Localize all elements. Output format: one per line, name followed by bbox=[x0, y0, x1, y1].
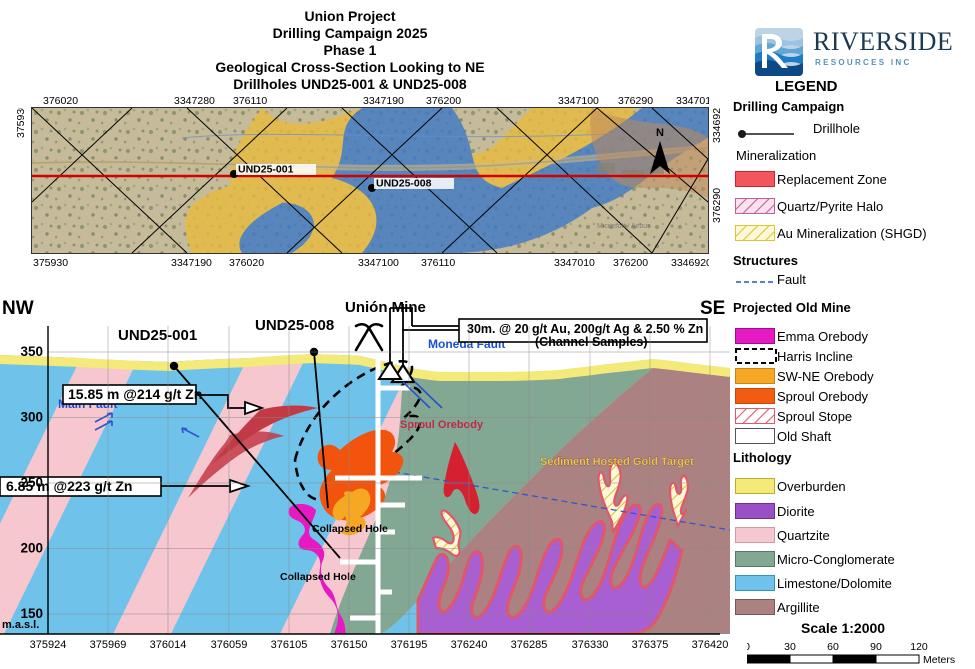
svg-text:15.85 m @214 g/t Zn: 15.85 m @214 g/t Zn bbox=[68, 386, 202, 402]
svg-text:376375: 376375 bbox=[632, 639, 669, 651]
svg-text:3346920: 3346920 bbox=[711, 108, 723, 143]
svg-text:376290: 376290 bbox=[618, 95, 653, 107]
svg-text:Sproul Orebody: Sproul Orebody bbox=[400, 419, 484, 431]
svg-text:376290: 376290 bbox=[711, 188, 723, 223]
svg-text:Collapsed Hole: Collapsed Hole bbox=[280, 571, 356, 583]
svg-text:376420: 376420 bbox=[692, 639, 729, 651]
svg-text:3347100: 3347100 bbox=[358, 257, 399, 269]
svg-text:376330: 376330 bbox=[572, 639, 609, 651]
svg-text:(Channel Samples): (Channel Samples) bbox=[535, 335, 648, 349]
svg-text:200: 200 bbox=[20, 541, 43, 556]
svg-text:SE: SE bbox=[700, 300, 725, 319]
svg-text:376020: 376020 bbox=[229, 257, 264, 269]
svg-text:3347010: 3347010 bbox=[676, 95, 709, 107]
svg-text:376105: 376105 bbox=[271, 639, 308, 651]
svg-text:30: 30 bbox=[784, 641, 796, 653]
svg-text:376200: 376200 bbox=[613, 257, 648, 269]
svg-text:Collapsed Hole: Collapsed Hole bbox=[312, 523, 388, 535]
svg-text:3346920: 3346920 bbox=[671, 257, 709, 269]
svg-text:350: 350 bbox=[20, 344, 43, 359]
svg-text:0: 0 bbox=[747, 641, 750, 653]
svg-text:376014: 376014 bbox=[150, 639, 187, 651]
svg-text:N: N bbox=[656, 127, 664, 139]
svg-text:NW: NW bbox=[2, 300, 34, 319]
svg-text:3347010: 3347010 bbox=[554, 257, 595, 269]
svg-text:UND25-001: UND25-001 bbox=[238, 164, 294, 176]
svg-text:300: 300 bbox=[20, 410, 43, 425]
svg-text:3347100: 3347100 bbox=[558, 95, 599, 107]
svg-text:375969: 375969 bbox=[90, 639, 127, 651]
svg-text:376020: 376020 bbox=[43, 95, 78, 107]
svg-text:376200: 376200 bbox=[426, 95, 461, 107]
svg-text:30m. @ 20 g/t Au, 200g/t Ag &: 30m. @ 20 g/t Au, 200g/t Ag & 2.50 % Zn bbox=[467, 322, 703, 336]
svg-text:376285: 376285 bbox=[511, 639, 548, 651]
svg-text:UND25-001: UND25-001 bbox=[118, 327, 197, 344]
svg-text:3347280: 3347280 bbox=[174, 95, 215, 107]
svg-text:376240: 376240 bbox=[451, 639, 488, 651]
svg-text:UND25-008: UND25-008 bbox=[255, 317, 334, 334]
svg-text:90: 90 bbox=[870, 641, 882, 653]
svg-text:120: 120 bbox=[910, 641, 928, 653]
svg-text:60: 60 bbox=[827, 641, 839, 653]
svg-text:375930: 375930 bbox=[15, 108, 27, 138]
svg-text:376195: 376195 bbox=[391, 639, 428, 651]
svg-text:3347190: 3347190 bbox=[171, 257, 212, 269]
svg-text:m.a.s.l.: m.a.s.l. bbox=[2, 619, 39, 631]
svg-text:376059: 376059 bbox=[211, 639, 248, 651]
svg-text:250: 250 bbox=[20, 475, 43, 490]
svg-text:3347190: 3347190 bbox=[363, 95, 404, 107]
svg-text:376110: 376110 bbox=[233, 95, 267, 107]
svg-text:376150: 376150 bbox=[331, 639, 368, 651]
svg-text:Microsoft / Airbus: Microsoft / Airbus bbox=[597, 223, 651, 230]
svg-text:375924: 375924 bbox=[30, 639, 67, 651]
svg-text:376110: 376110 bbox=[421, 257, 455, 269]
svg-text:375930: 375930 bbox=[33, 257, 68, 269]
svg-text:Sediment Hosted Gold Target: Sediment Hosted Gold Target bbox=[540, 456, 694, 468]
svg-text:Unión Mine: Unión Mine bbox=[345, 300, 426, 316]
svg-text:Meters: Meters bbox=[923, 654, 955, 666]
svg-text:UND25-008: UND25-008 bbox=[376, 178, 432, 190]
